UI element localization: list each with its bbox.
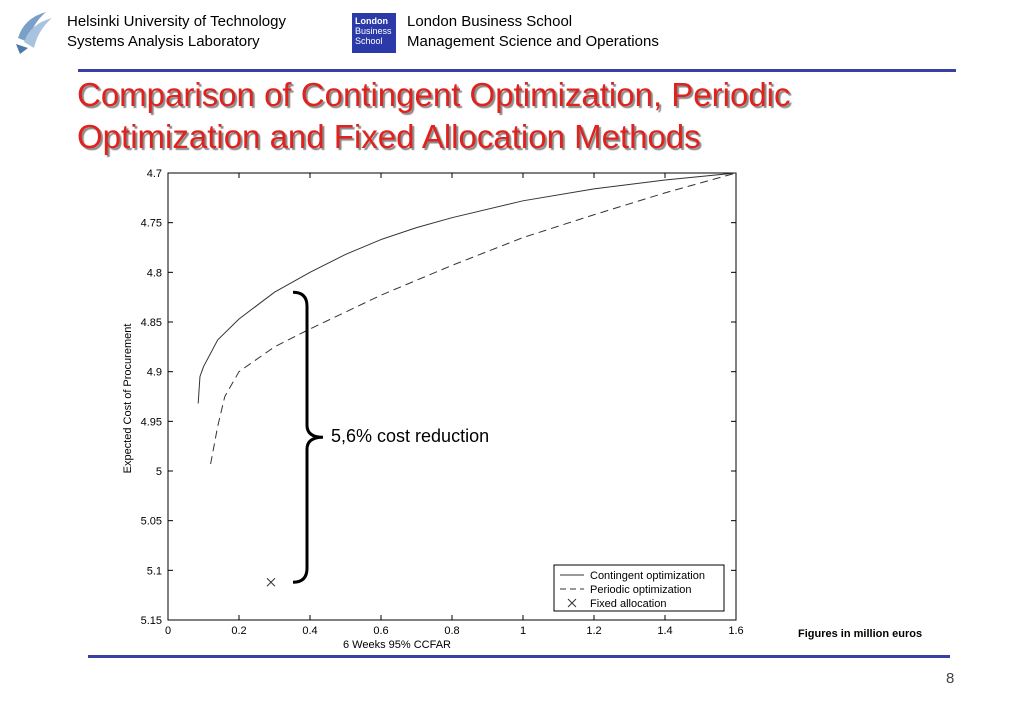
footer-divider (88, 655, 950, 658)
legend-label: Periodic optimization (590, 584, 692, 596)
fixed-allocation-point (266, 577, 276, 587)
hut-header-text: Helsinki University of Technology System… (67, 12, 286, 52)
x-axis-label: 6 Weeks 95% CCFAR (343, 639, 451, 651)
x-tick-label: 0.8 (444, 625, 459, 637)
plot-frame (167, 172, 737, 621)
lbs-logo-line2: Business (355, 26, 392, 36)
y-tick-label: 4.75 (141, 218, 162, 230)
x-tick-label: 0.6 (373, 625, 388, 637)
header-divider (78, 69, 956, 72)
legend-box (553, 564, 725, 612)
slide-title: Comparison of Contingent Optimization, P… (77, 74, 977, 158)
lbs-dept: Management Science and Operations (407, 33, 659, 50)
y-tick-label: 4.7 (147, 168, 162, 180)
legend-marker-fixed (567, 598, 577, 608)
cost-ccfar-chart: 0 0.2 0.4 0.6 0.8 1 1.2 1.4 1.6 4.7 4.75 4.8 4.85 4.9… (122, 168, 744, 651)
legend-label: Contingent optimization (590, 570, 705, 582)
slide-title-line1: Comparison of Contingent Optimization, P… (77, 76, 791, 113)
figures-note: Figures in million euros (798, 628, 923, 640)
x-tick-label: 0 (165, 625, 171, 637)
y-tick-label: 4.9 (147, 367, 162, 379)
y-tick-label: 4.85 (141, 317, 162, 329)
x-tick-label: 0.2 (231, 625, 246, 637)
legend-label: Fixed allocation (590, 598, 666, 610)
y-axis-label: Expected Cost of Procurement (122, 324, 134, 474)
y-tick-label: 4.8 (147, 267, 162, 279)
cost-reduction-brace (292, 290, 324, 584)
y-tick-label: 4.95 (141, 416, 162, 428)
hut-logo-icon (16, 12, 52, 54)
cost-reduction-label: 5,6% cost reduction (331, 426, 489, 446)
slide-title-line2: Optimization and Fixed Allocation Method… (77, 118, 701, 155)
lbs-logo-line3: School (355, 36, 383, 46)
contingent-optimization-line (197, 172, 737, 404)
periodic-optimization-line (210, 172, 737, 465)
lbs-header-text: London Business School Management Scienc… (407, 12, 659, 52)
lbs-logo-line1: London (355, 16, 388, 26)
y-tick-label: 5 (156, 466, 162, 478)
x-tick-label: 1.4 (657, 625, 672, 637)
lbs-logo: London Business School (352, 13, 396, 53)
hut-name: Helsinki University of Technology (67, 13, 286, 30)
y-tick-label: 5.1 (147, 565, 162, 577)
hut-lab: Systems Analysis Laboratory (67, 33, 260, 50)
lbs-name: London Business School (407, 13, 573, 30)
y-tick-label: 5.05 (141, 516, 162, 528)
x-tick-label: 1.2 (586, 625, 601, 637)
x-tick-label: 1.6 (728, 625, 743, 637)
y-tick-label: 5.15 (141, 615, 162, 627)
page-number: 8 (946, 670, 955, 687)
x-tick-label: 0.4 (302, 625, 317, 637)
x-tick-label: 1 (520, 625, 526, 637)
